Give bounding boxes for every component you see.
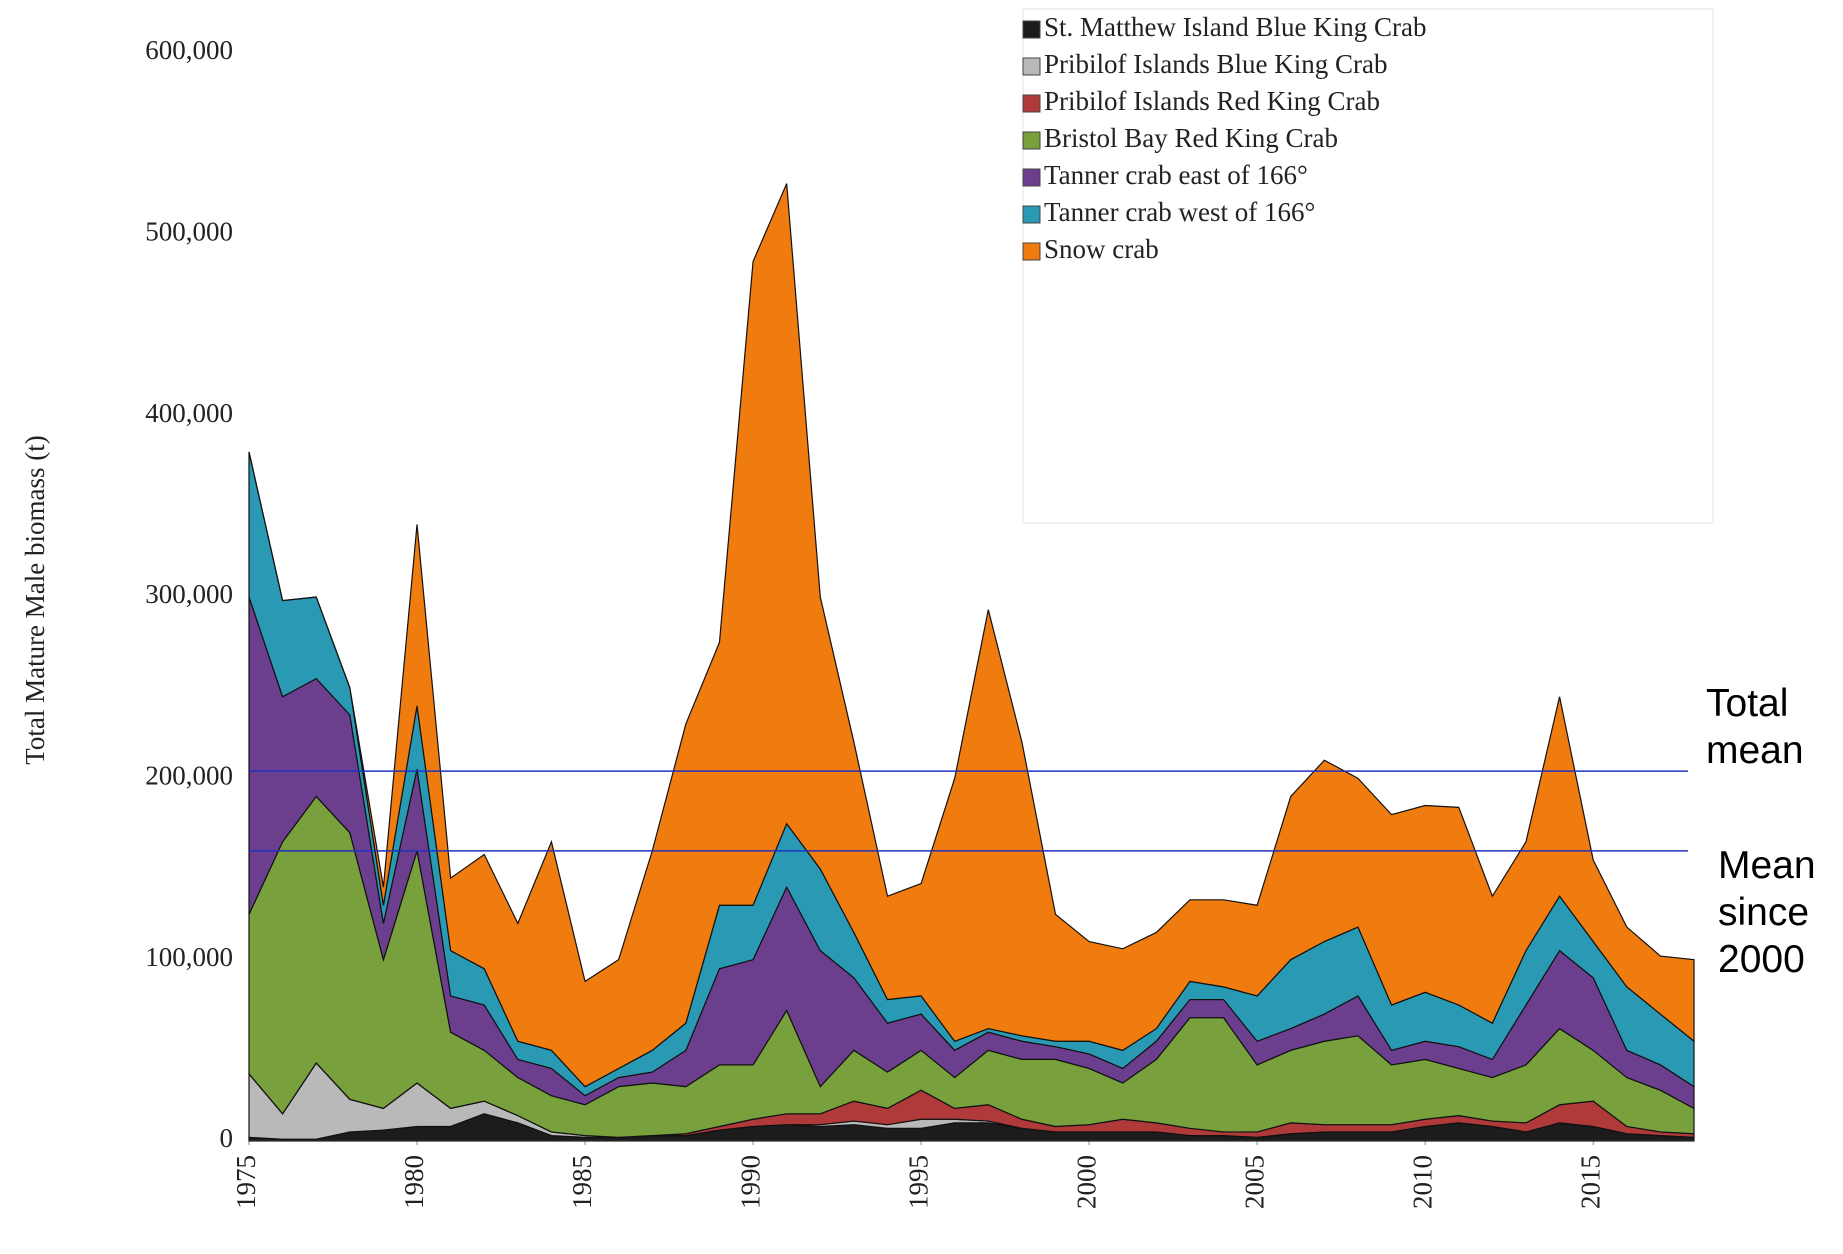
x-tick-label: 1975 — [231, 1155, 261, 1209]
legend-label: St. Matthew Island Blue King Crab — [1044, 12, 1426, 42]
x-tick-label: 1980 — [399, 1155, 429, 1209]
legend-label: Tanner crab east of 166° — [1044, 160, 1308, 190]
x-tick-label: 1990 — [735, 1155, 765, 1209]
legend-box — [1022, 8, 1714, 524]
x-tick-label: 2005 — [1239, 1155, 1269, 1209]
legend-label: Snow crab — [1044, 234, 1159, 264]
y-tick-label: 200,000 — [145, 761, 233, 791]
legend-label: Pribilof Islands Red King Crab — [1044, 86, 1380, 116]
y-tick-label: 0 — [220, 1123, 234, 1153]
legend-label: Bristol Bay Red King Crab — [1044, 123, 1338, 153]
y-axis-title: Total Mature Male biomass (t) — [20, 435, 50, 765]
legend-label: Pribilof Islands Blue King Crab — [1044, 49, 1387, 79]
x-tick-label: 2000 — [1071, 1155, 1101, 1209]
area — [248, 183, 1695, 1088]
legend-swatch — [1022, 205, 1041, 224]
x-tick-label: 2015 — [1575, 1155, 1605, 1209]
y-tick-label: 600,000 — [145, 35, 233, 65]
x-tick-label: 1985 — [567, 1155, 597, 1209]
x-tick-label: 1995 — [903, 1155, 933, 1209]
legend-swatch — [1022, 168, 1041, 187]
legend-swatch — [1022, 94, 1041, 113]
legend-swatch — [1022, 57, 1041, 76]
y-tick-label: 100,000 — [145, 942, 233, 972]
y-tick-label: 500,000 — [145, 217, 233, 247]
reference-label: Mean since 2000 — [1718, 844, 1816, 981]
legend-swatch — [1022, 242, 1041, 261]
legend-swatch — [1022, 131, 1041, 150]
y-tick-label: 400,000 — [145, 398, 233, 428]
y-tick-label: 300,000 — [145, 579, 233, 609]
reference-label: Total mean — [1706, 682, 1804, 772]
legend-label: Tanner crab west of 166° — [1044, 197, 1315, 227]
x-tick-label: 2010 — [1407, 1155, 1437, 1209]
legend-swatch — [1022, 20, 1041, 39]
